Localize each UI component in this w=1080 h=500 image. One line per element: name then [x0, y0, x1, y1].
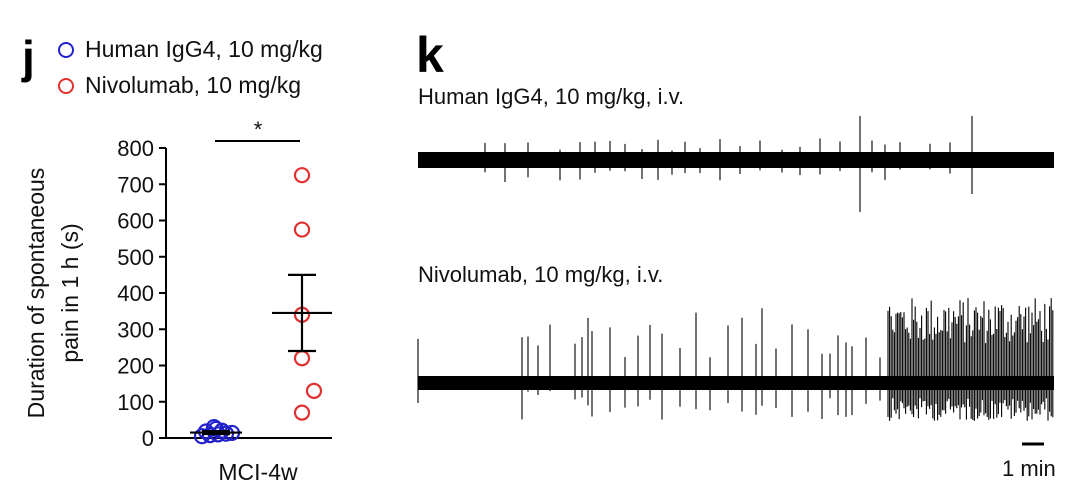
data-point	[293, 221, 311, 238]
trace-igg4-baseline	[418, 152, 1054, 168]
data-point	[293, 350, 311, 367]
y-tick-label: 700	[117, 172, 154, 197]
electrophysiology-traces	[417, 116, 1054, 446]
y-tick-label: 300	[117, 317, 154, 342]
trace-nivolumab	[417, 298, 1054, 421]
y-axis-label-line2: pain in 1 h (s)	[57, 223, 83, 362]
y-tick-label: 100	[117, 390, 154, 415]
legend-marker-nivolumab	[58, 77, 74, 94]
y-axis: 0 100 200 300 400 500 600 700 800	[117, 136, 332, 451]
y-tick-label: 400	[117, 281, 154, 306]
data-point	[207, 420, 225, 438]
y-tick-label: 500	[117, 245, 154, 270]
trace-nivolumab-spikes	[417, 298, 1054, 421]
data-point	[293, 404, 311, 421]
trace-igg4	[418, 116, 1054, 212]
data-point	[305, 382, 323, 399]
y-tick-label: 0	[142, 426, 154, 451]
scatter-chart: 0 100 200 300 400 500 600 700 800 Duration of sp…	[23, 117, 332, 485]
y-tick-label: 800	[117, 136, 154, 161]
data-points	[190, 167, 332, 445]
scale-bar-label: 1 min	[1002, 456, 1056, 481]
significance-star: *	[254, 117, 263, 142]
legend-item-igg4: Human IgG4, 10 mg/kg	[58, 36, 323, 63]
panel-letter-j: j	[22, 31, 35, 83]
y-tick-label: 200	[117, 354, 154, 379]
y-tick-label: 600	[117, 209, 154, 234]
data-point	[293, 167, 311, 184]
x-axis-label: MCI-4w	[218, 459, 298, 485]
trace-title-nivolumab: Nivolumab, 10 mg/kg, i.v.	[418, 262, 664, 287]
trace-title-igg4: Human IgG4, 10 mg/kg, i.v.	[418, 84, 685, 109]
trace-nivolumab-baseline	[418, 376, 1054, 390]
data-point	[193, 428, 211, 445]
legend-item-nivolumab: Nivolumab, 10 mg/kg	[58, 72, 301, 99]
legend-label-igg4: Human IgG4, 10 mg/kg	[85, 36, 323, 62]
panel-letter-k: k	[416, 27, 444, 83]
trace-igg4-spikes	[484, 116, 973, 212]
y-axis-label-line1: Duration of spontaneous	[23, 168, 49, 419]
legend-marker-igg4	[58, 41, 74, 58]
legend-label-nivolumab: Nivolumab, 10 mg/kg	[85, 72, 302, 98]
